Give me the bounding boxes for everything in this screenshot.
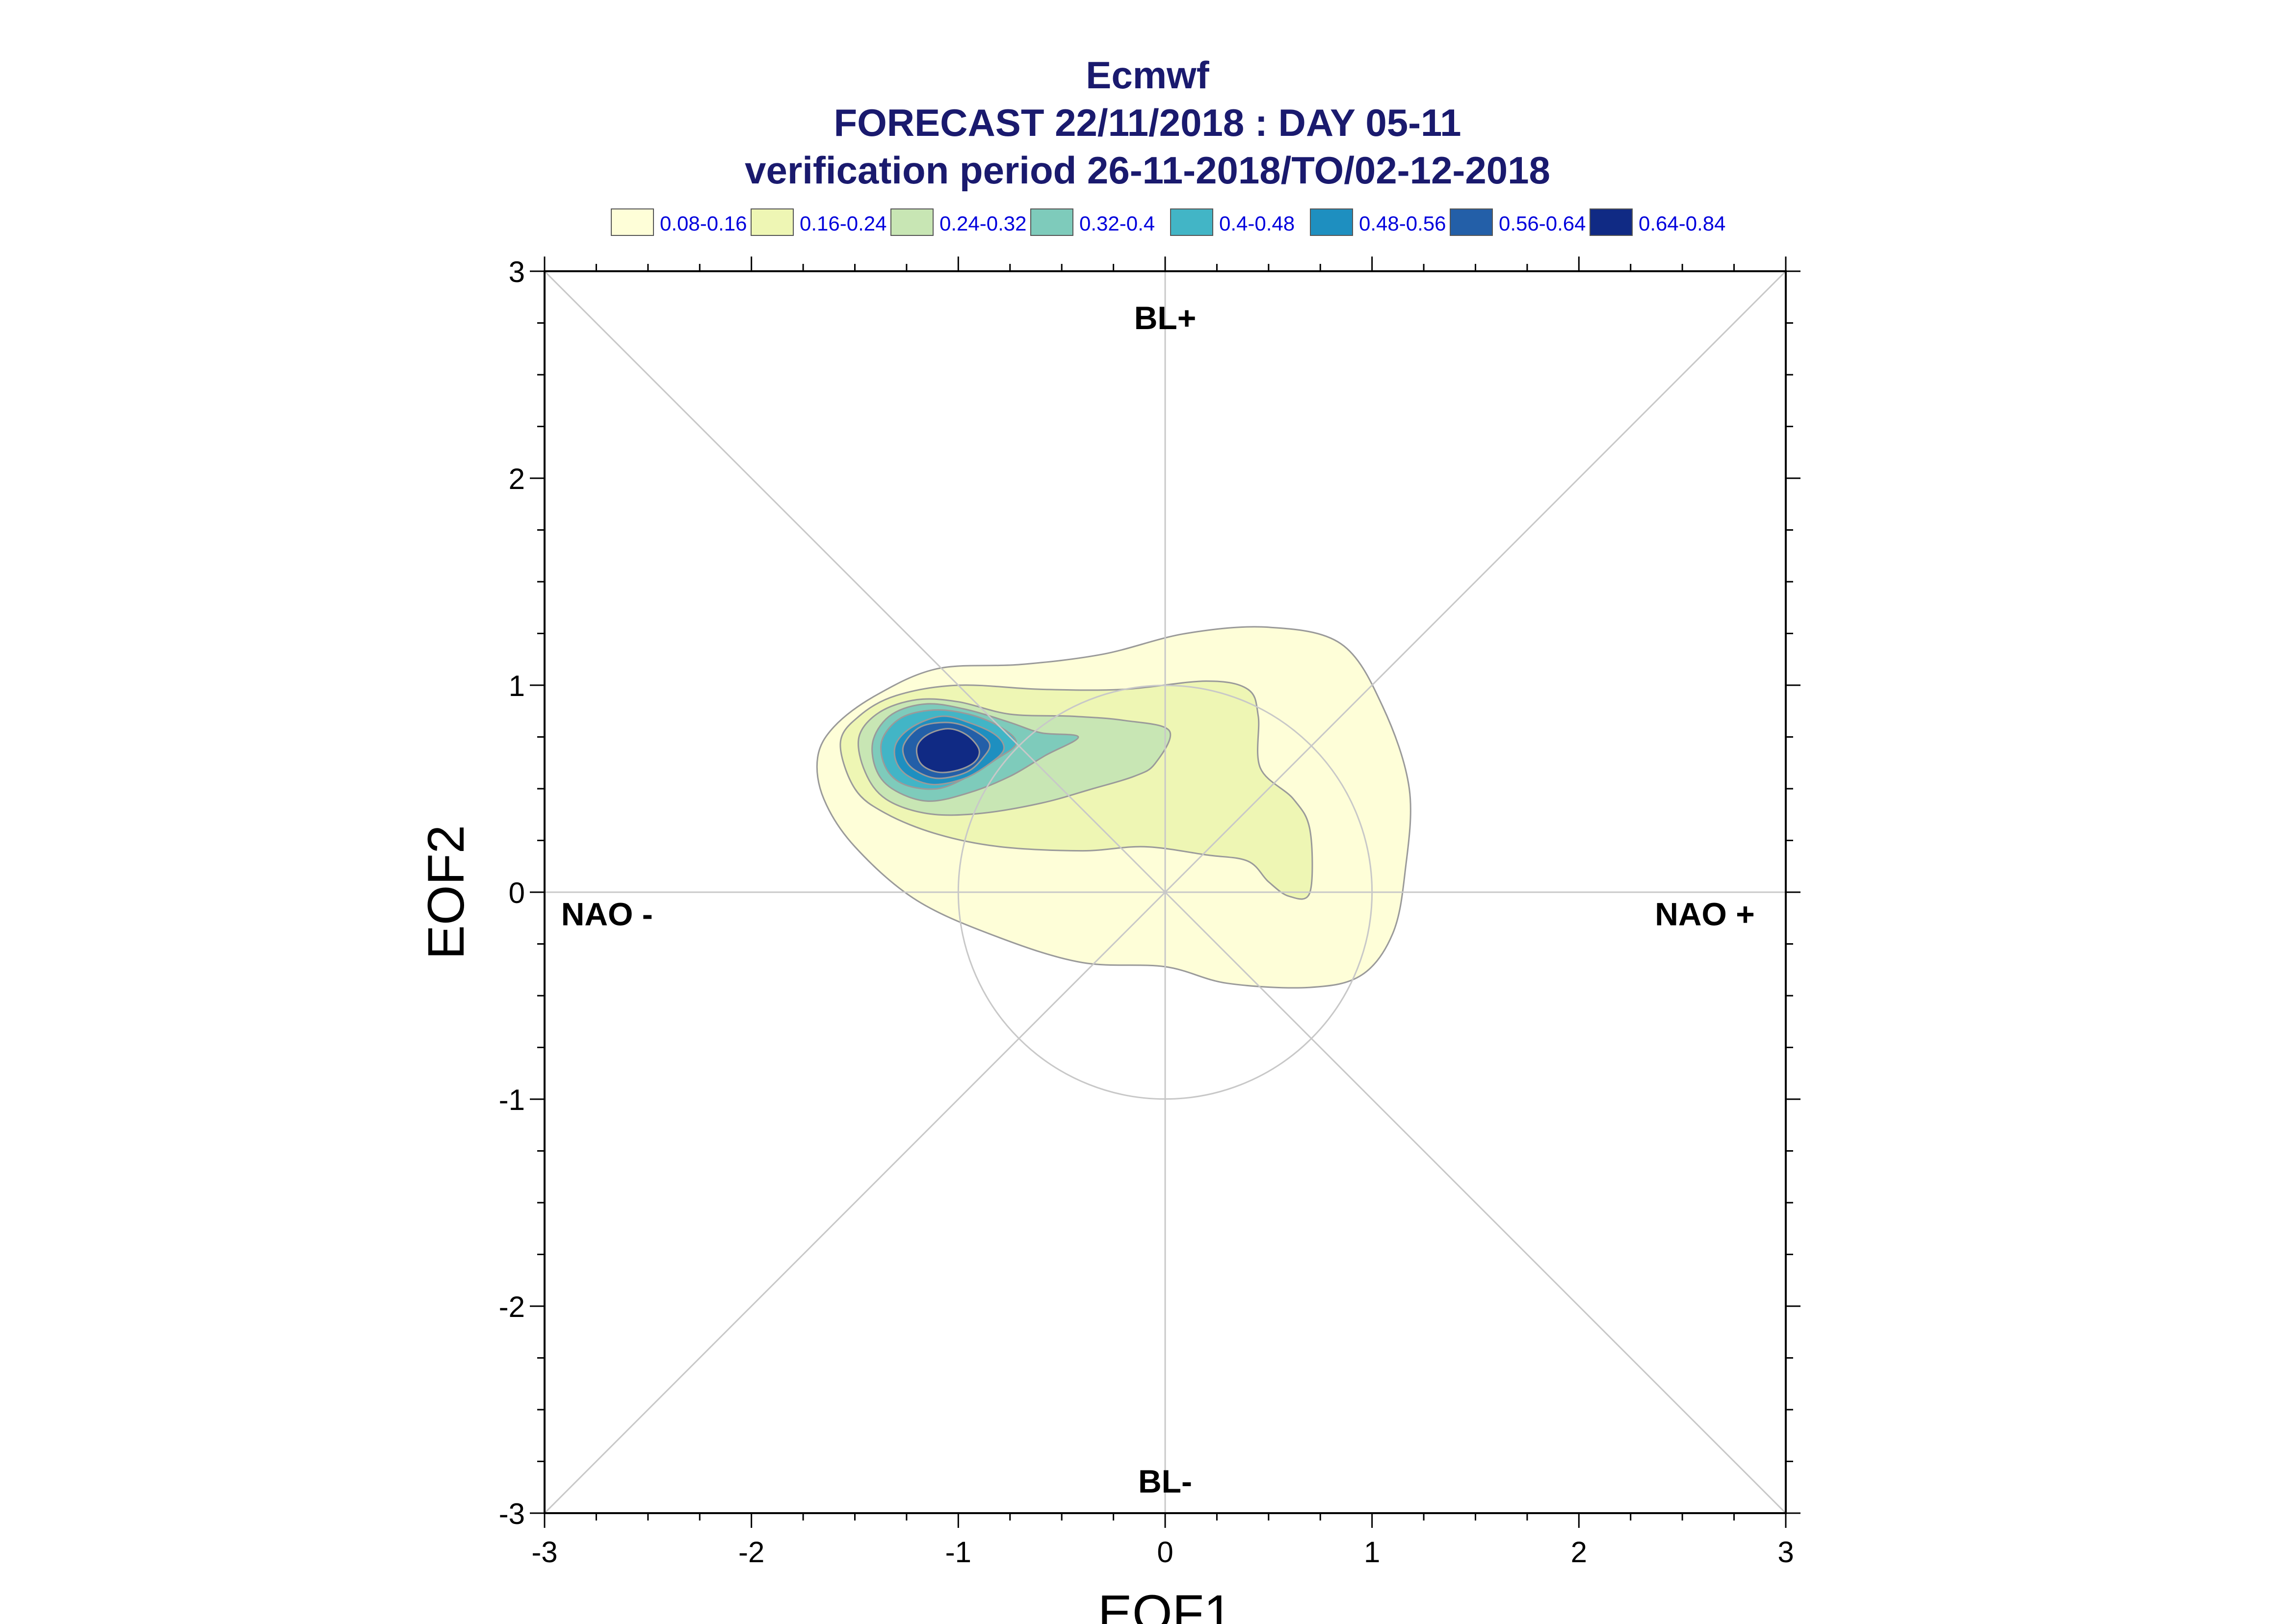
legend-swatch: [1590, 208, 1633, 236]
x-tick-label: -1: [945, 1536, 971, 1569]
y-tick-label: 0: [509, 876, 525, 909]
legend-label: 0.56-0.64: [1499, 212, 1586, 235]
legend-swatch: [890, 208, 934, 236]
legend-swatch: [1310, 208, 1353, 236]
legend-swatch: [1030, 208, 1073, 236]
x-axis-title: EOF1: [1098, 1585, 1232, 1624]
x-tick-label: 3: [1777, 1536, 1794, 1569]
legend-label: 0.32-0.4: [1079, 212, 1155, 235]
legend-label: 0.64-0.84: [1639, 212, 1726, 235]
chart-subtitle-forecast: FORECAST 22/11/2018 : DAY 05-11: [834, 101, 1461, 144]
chart-title: Ecmwf: [1086, 53, 1209, 97]
unit-circle: [957, 684, 1373, 1100]
x-tick-label: 0: [1157, 1536, 1173, 1569]
y-tick-label: -2: [499, 1290, 525, 1323]
contour-region: [915, 728, 980, 773]
x-tick-label: 2: [1571, 1536, 1587, 1569]
annotation-bl-plus: BL+: [1134, 300, 1197, 336]
tick-marks: [530, 257, 1800, 1528]
legend-label: 0.4-0.48: [1219, 212, 1295, 235]
legend-swatch: [1450, 208, 1493, 236]
annotation-bl-minus: BL-: [1138, 1463, 1192, 1499]
chart-subtitle-period: verification period 26-11-2018/TO/02-12-…: [745, 149, 1550, 192]
annotation-nao-plus: NAO +: [1655, 896, 1755, 932]
legend-swatch: [1170, 208, 1213, 236]
legend-label: 0.08-0.16: [660, 212, 747, 235]
y-tick-label: -1: [499, 1083, 525, 1116]
y-tick-label: 1: [509, 670, 525, 702]
chart-title-block: Ecmwf FORECAST 22/11/2018 : DAY 05-11 ve…: [0, 52, 2295, 194]
x-tick-label: 1: [1364, 1536, 1380, 1569]
legend-swatch: [611, 208, 654, 236]
annotation-nao-minus: NAO -: [561, 896, 653, 932]
legend-swatch: [751, 208, 794, 236]
y-tick-label: -3: [499, 1497, 525, 1530]
legend-label: 0.24-0.32: [939, 212, 1027, 235]
y-axis-title: EOF2: [417, 825, 475, 959]
y-tick-label: 3: [509, 256, 525, 288]
plot-content: [545, 271, 1786, 1513]
legend-label: 0.48-0.56: [1359, 212, 1446, 235]
legend-label: 0.16-0.24: [800, 212, 887, 235]
x-tick-label: -3: [531, 1536, 557, 1569]
y-tick-label: 2: [509, 463, 525, 495]
x-tick-label: -2: [738, 1536, 764, 1569]
